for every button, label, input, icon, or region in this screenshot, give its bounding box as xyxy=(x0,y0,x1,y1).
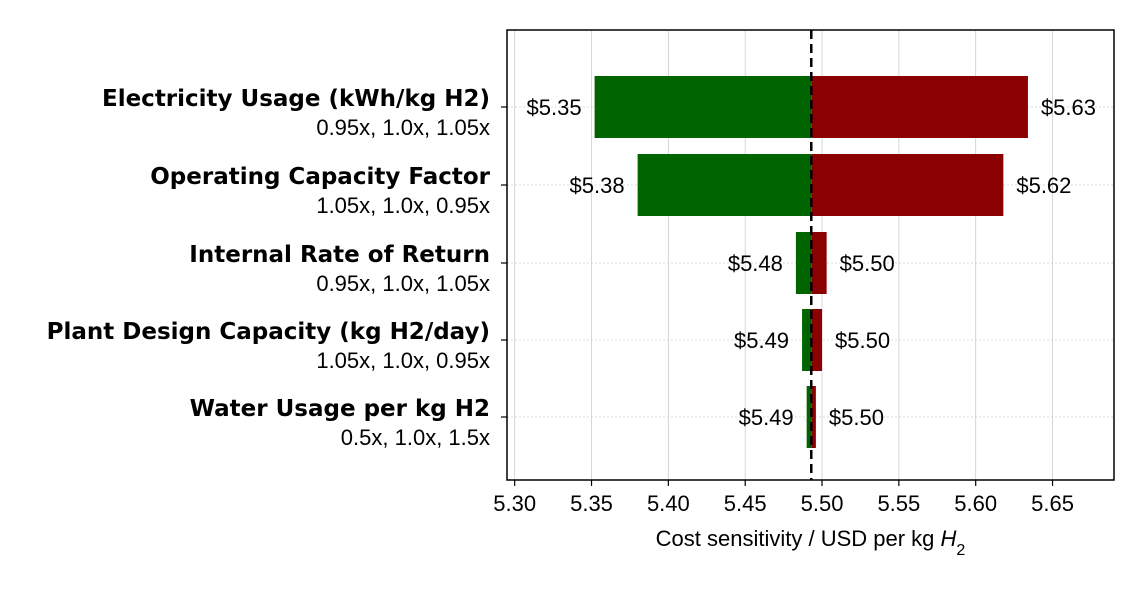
high-value-label: $5.50 xyxy=(840,251,895,276)
high-bar xyxy=(811,309,823,371)
low-bar xyxy=(802,309,812,371)
high-value-label: $5.63 xyxy=(1041,95,1096,120)
high-bar xyxy=(811,232,827,294)
low-bar xyxy=(806,386,812,448)
high-value-label: $5.50 xyxy=(835,328,890,353)
high-bar xyxy=(811,76,1028,138)
category-label: Internal Rate of Return xyxy=(189,242,490,268)
low-value-label: $5.35 xyxy=(527,95,582,120)
low-bar xyxy=(637,154,812,216)
x-tick-label: 5.40 xyxy=(647,491,690,516)
x-tick-label: 5.55 xyxy=(877,491,920,516)
bars xyxy=(594,76,1028,448)
axis-ticks: 5.30 5.35 5.40 5.45 5.50 5.55 5.60 5.65 xyxy=(493,106,1074,516)
x-axis-label-var: H xyxy=(941,526,957,551)
high-bar xyxy=(811,154,1004,216)
x-tick-label: 5.35 xyxy=(570,491,613,516)
x-axis-label: Cost sensitivity / USD per kg H2 xyxy=(656,526,966,559)
category-multipliers: 0.95x, 1.0x, 1.05x xyxy=(316,115,490,140)
category-multipliers: 1.05x, 1.0x, 0.95x xyxy=(316,193,490,218)
low-value-label: $5.49 xyxy=(734,328,789,353)
x-tick-label: 5.50 xyxy=(801,491,844,516)
category-label: Water Usage per kg H2 xyxy=(190,396,490,422)
high-bar xyxy=(811,386,816,448)
category-multipliers: 0.95x, 1.0x, 1.05x xyxy=(316,271,490,296)
low-value-label: $5.48 xyxy=(728,251,783,276)
plot-frame xyxy=(506,29,1115,481)
category-label: Plant Design Capacity (kg H2/day) xyxy=(47,319,490,345)
value-labels: $5.35 $5.63 $5.38 $5.62 $5.48 $5.50 $5.49 $5.50… xyxy=(527,95,1096,430)
category-multipliers: 1.05x, 1.0x, 0.95x xyxy=(316,348,490,373)
high-value-label: $5.50 xyxy=(829,405,884,430)
x-tick-label: 5.30 xyxy=(493,491,536,516)
category-labels: Electricity Usage (kWh/kg H2) 0.95x, 1.0x… xyxy=(47,86,491,450)
low-bar xyxy=(594,76,812,138)
category-multipliers: 0.5x, 1.0x, 1.5x xyxy=(341,425,490,450)
x-axis-label-main: Cost sensitivity / USD per kg xyxy=(656,526,941,551)
x-tick-label: 5.45 xyxy=(724,491,767,516)
category-label: Electricity Usage (kWh/kg H2) xyxy=(102,86,490,112)
x-tick-label: 5.65 xyxy=(1031,491,1074,516)
low-value-label: $5.49 xyxy=(739,405,794,430)
x-tick-label: 5.60 xyxy=(954,491,997,516)
x-axis-label-sub: 2 xyxy=(956,542,965,559)
high-value-label: $5.62 xyxy=(1016,173,1071,198)
low-value-label: $5.38 xyxy=(570,173,625,198)
low-bar xyxy=(795,232,812,294)
category-label: Operating Capacity Factor xyxy=(150,164,490,190)
